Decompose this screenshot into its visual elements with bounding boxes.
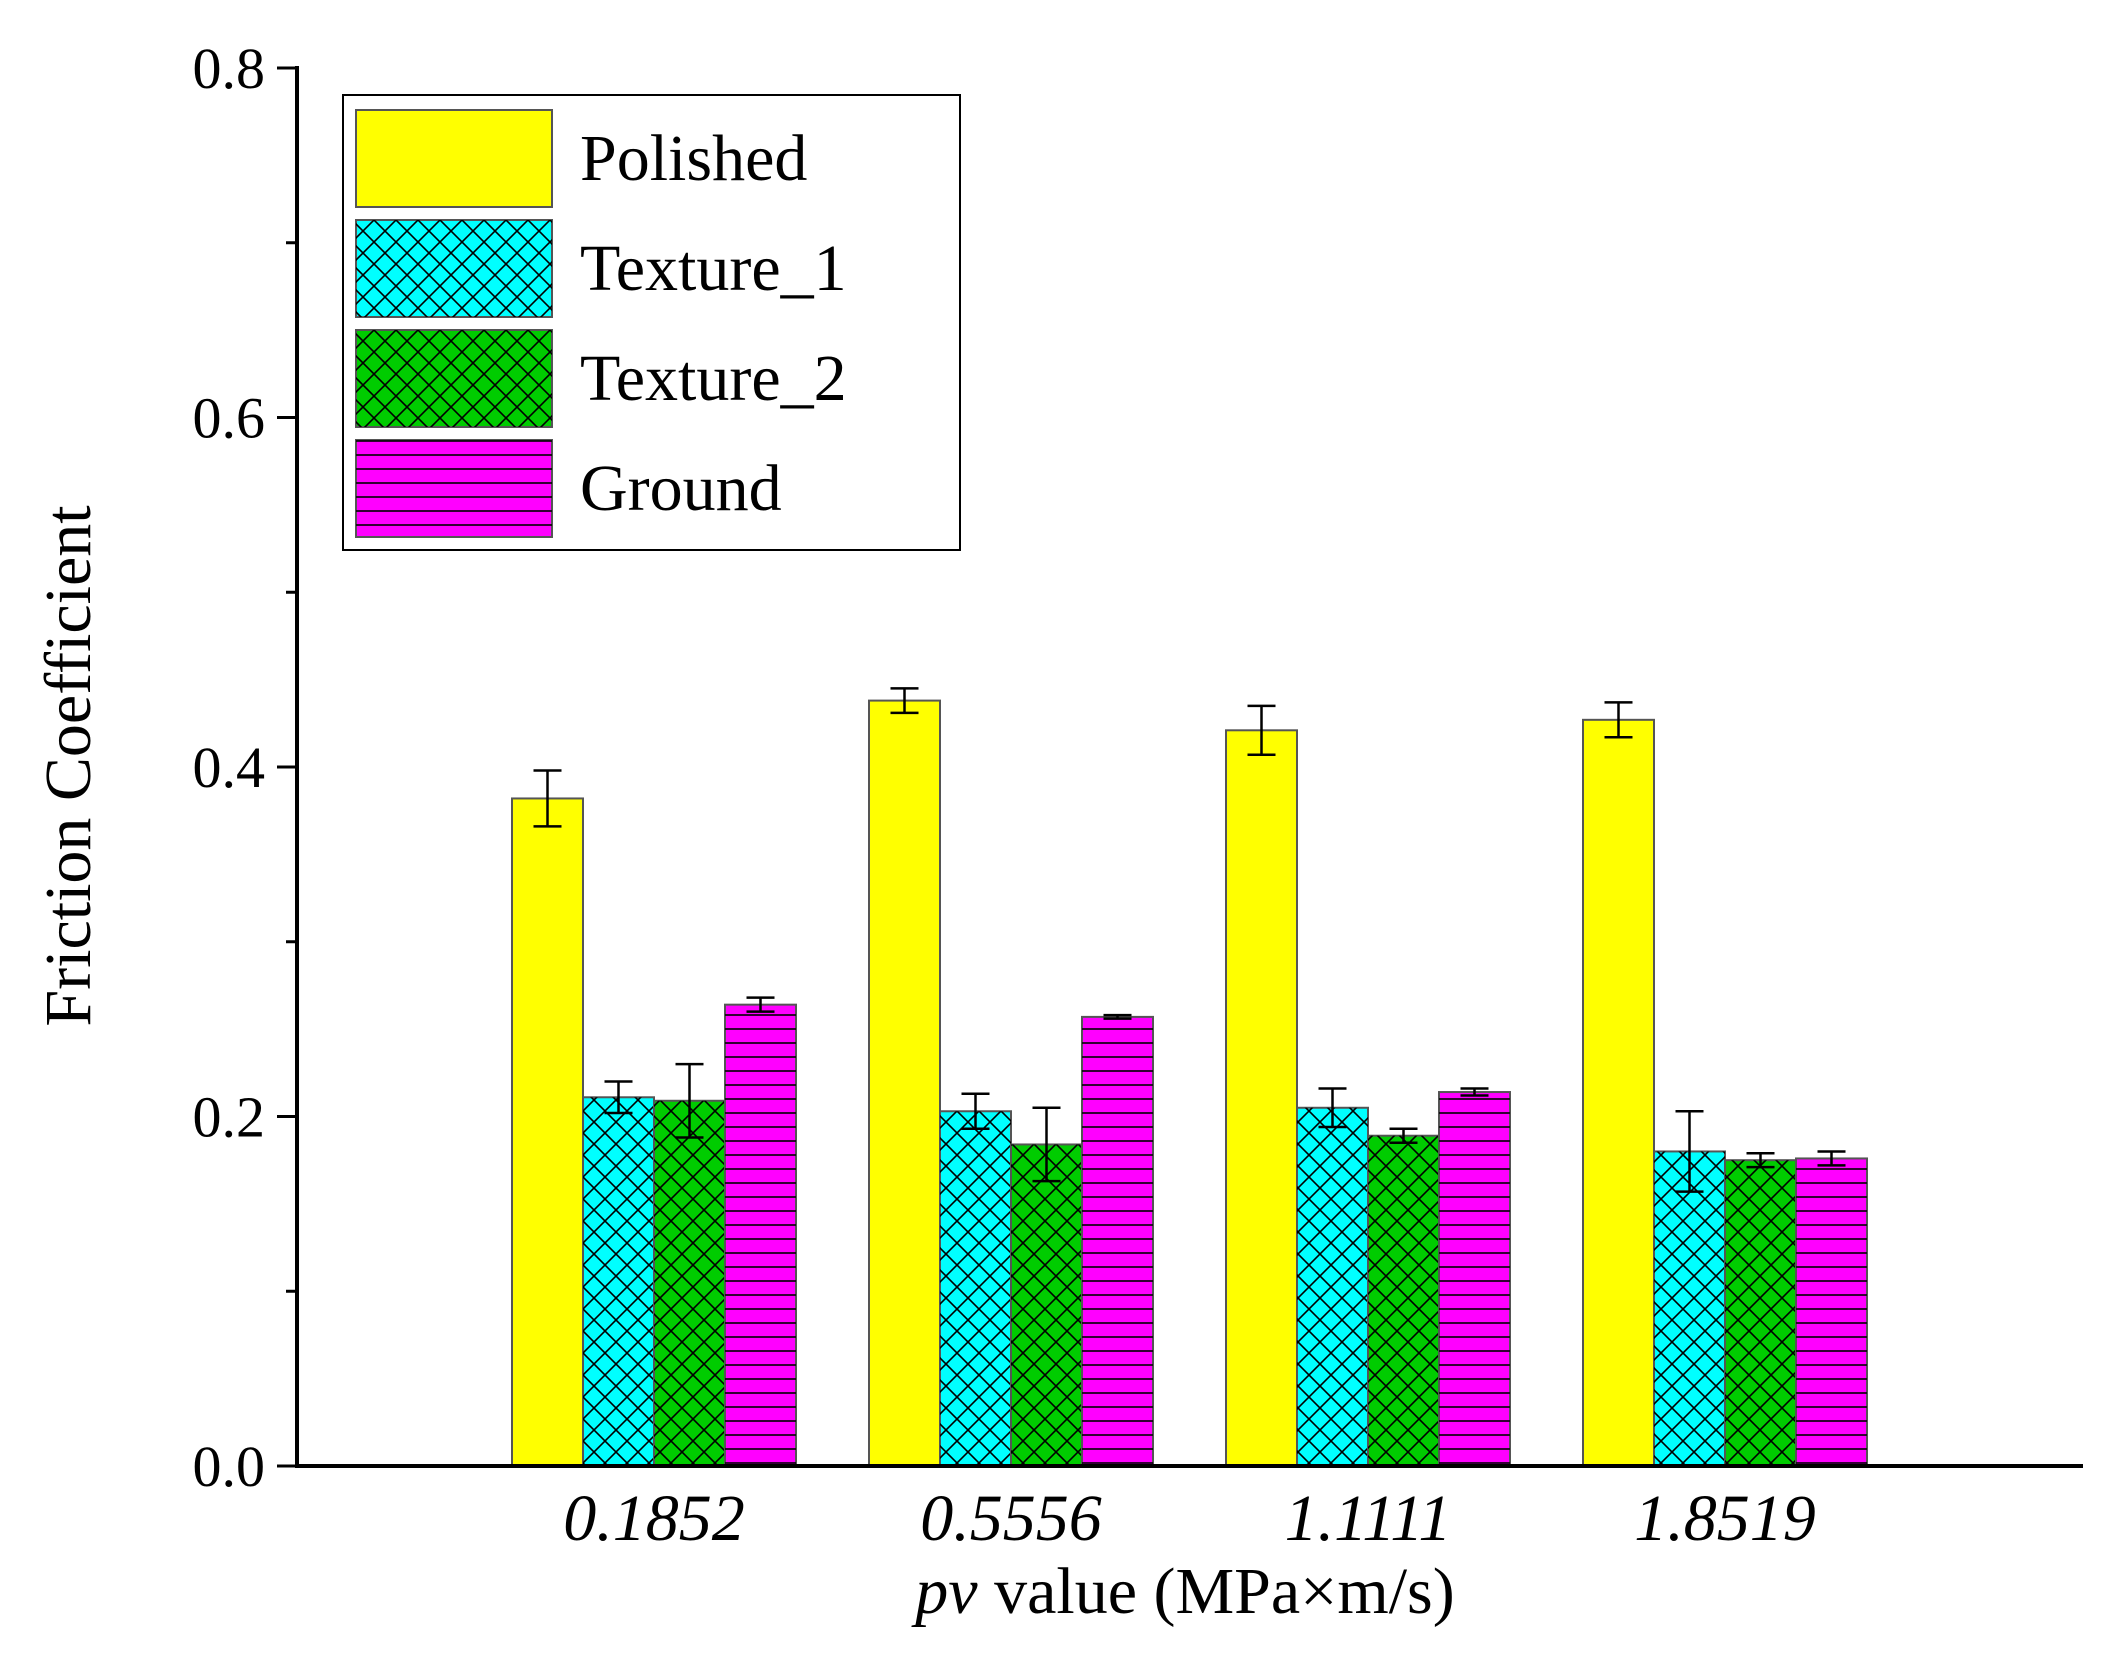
y-tick-label: 0.2 — [193, 1085, 266, 1150]
error-bar-polished-2 — [1247, 704, 1276, 757]
error-bar-texture_1-2 — [1318, 1087, 1347, 1129]
bar-polished-1 — [868, 699, 941, 1467]
x-category-label: 1.8519 — [1634, 1482, 1816, 1555]
legend-label: Polished — [580, 122, 807, 195]
bar-texture_1-3 — [1653, 1150, 1726, 1467]
error-bar-texture_2-1 — [1032, 1106, 1061, 1183]
bar-texture_2-1 — [1010, 1143, 1083, 1467]
x-category-label: 1.1111 — [1285, 1482, 1452, 1555]
y-tick-label: 0.4 — [193, 735, 266, 800]
y-tick-label: 0.6 — [193, 386, 266, 451]
bar-polished-0 — [511, 797, 584, 1467]
error-bar-ground-2 — [1460, 1087, 1489, 1097]
bar-fill — [1225, 729, 1298, 1467]
bar-fill — [1582, 718, 1655, 1467]
error-bar-texture_2-0 — [675, 1062, 704, 1139]
error-bar-ground-3 — [1817, 1150, 1846, 1167]
bar-pattern — [1725, 1160, 1796, 1466]
y-axis-title: Friction Coefficient — [32, 505, 105, 1026]
error-bar-texture_1-3 — [1675, 1110, 1704, 1193]
bar-pattern — [1368, 1135, 1439, 1466]
bar-texture_2-3 — [1724, 1159, 1797, 1467]
error-bar-polished-0 — [533, 769, 562, 828]
legend-label: Texture_1 — [580, 232, 847, 305]
bar-pattern — [1796, 1158, 1867, 1466]
legend-label: Ground — [580, 452, 782, 525]
error-bar-polished-3 — [1604, 701, 1633, 739]
x-category-label: 0.1852 — [563, 1482, 745, 1555]
bar-ground-1 — [1081, 1015, 1154, 1468]
x-axis-categories: 0.1852 0.5556 1.1111 1.8519 — [563, 1482, 1816, 1555]
legend-item-texture_2: Texture_2 — [355, 329, 847, 428]
y-axis-ticks: 0.0 0.2 0.4 0.6 0.8 — [193, 36, 297, 1499]
error-bar-polished-1 — [890, 687, 919, 715]
error-bar-ground-1 — [1103, 1013, 1132, 1020]
legend: Polished Texture_1 Texture_2 Ground — [342, 94, 961, 551]
bar-texture_1-1 — [939, 1110, 1012, 1467]
x-axis-title: pv value (MPa×m/s) — [911, 1555, 1454, 1628]
bar-pattern — [940, 1111, 1011, 1466]
error-bars-layer — [533, 687, 1846, 1193]
legend-swatch — [355, 109, 553, 208]
legend-swatch-pattern — [356, 220, 552, 317]
error-bar-texture_1-0 — [604, 1080, 633, 1115]
bar-fill — [868, 699, 941, 1467]
legend-swatch-pattern — [356, 440, 552, 537]
bar-ground-0 — [724, 1003, 797, 1467]
bar-ground-2 — [1438, 1091, 1511, 1468]
bar-pattern — [1082, 1016, 1153, 1466]
bars-layer — [511, 699, 1868, 1468]
x-axis-title-rest: value (MPa×m/s) — [978, 1555, 1455, 1628]
bar-texture_2-0 — [653, 1099, 726, 1467]
y-tick-label: 0.8 — [193, 36, 266, 101]
error-bar-texture_2-2 — [1389, 1127, 1418, 1144]
legend-label: Texture_2 — [580, 342, 847, 415]
legend-item-ground: Ground — [355, 439, 782, 538]
bar-texture_1-2 — [1296, 1106, 1369, 1467]
bar-fill — [511, 797, 584, 1467]
legend-swatch-pattern — [356, 330, 552, 427]
error-bar-texture_2-3 — [1746, 1151, 1775, 1169]
bar-pattern — [1439, 1092, 1510, 1466]
legend-item-texture_1: Texture_1 — [355, 219, 847, 318]
x-axis-title-italic: pv — [911, 1555, 978, 1628]
bar-texture_2-2 — [1367, 1134, 1440, 1468]
bar-pattern — [583, 1097, 654, 1466]
y-tick-label: 0.0 — [193, 1434, 266, 1499]
bar-pattern — [1654, 1151, 1725, 1466]
bar-polished-3 — [1582, 718, 1655, 1467]
bar-ground-3 — [1795, 1157, 1868, 1467]
bar-texture_1-0 — [582, 1096, 655, 1467]
bar-pattern — [1297, 1107, 1368, 1466]
bar-pattern — [725, 1004, 796, 1466]
error-bar-ground-0 — [746, 996, 775, 1013]
bar-pattern — [1011, 1144, 1082, 1466]
legend-item-polished: Polished — [355, 109, 807, 208]
bar-pattern — [654, 1100, 725, 1466]
x-category-label: 0.5556 — [920, 1482, 1102, 1555]
error-bar-texture_1-1 — [961, 1092, 990, 1130]
bar-polished-2 — [1225, 729, 1298, 1467]
